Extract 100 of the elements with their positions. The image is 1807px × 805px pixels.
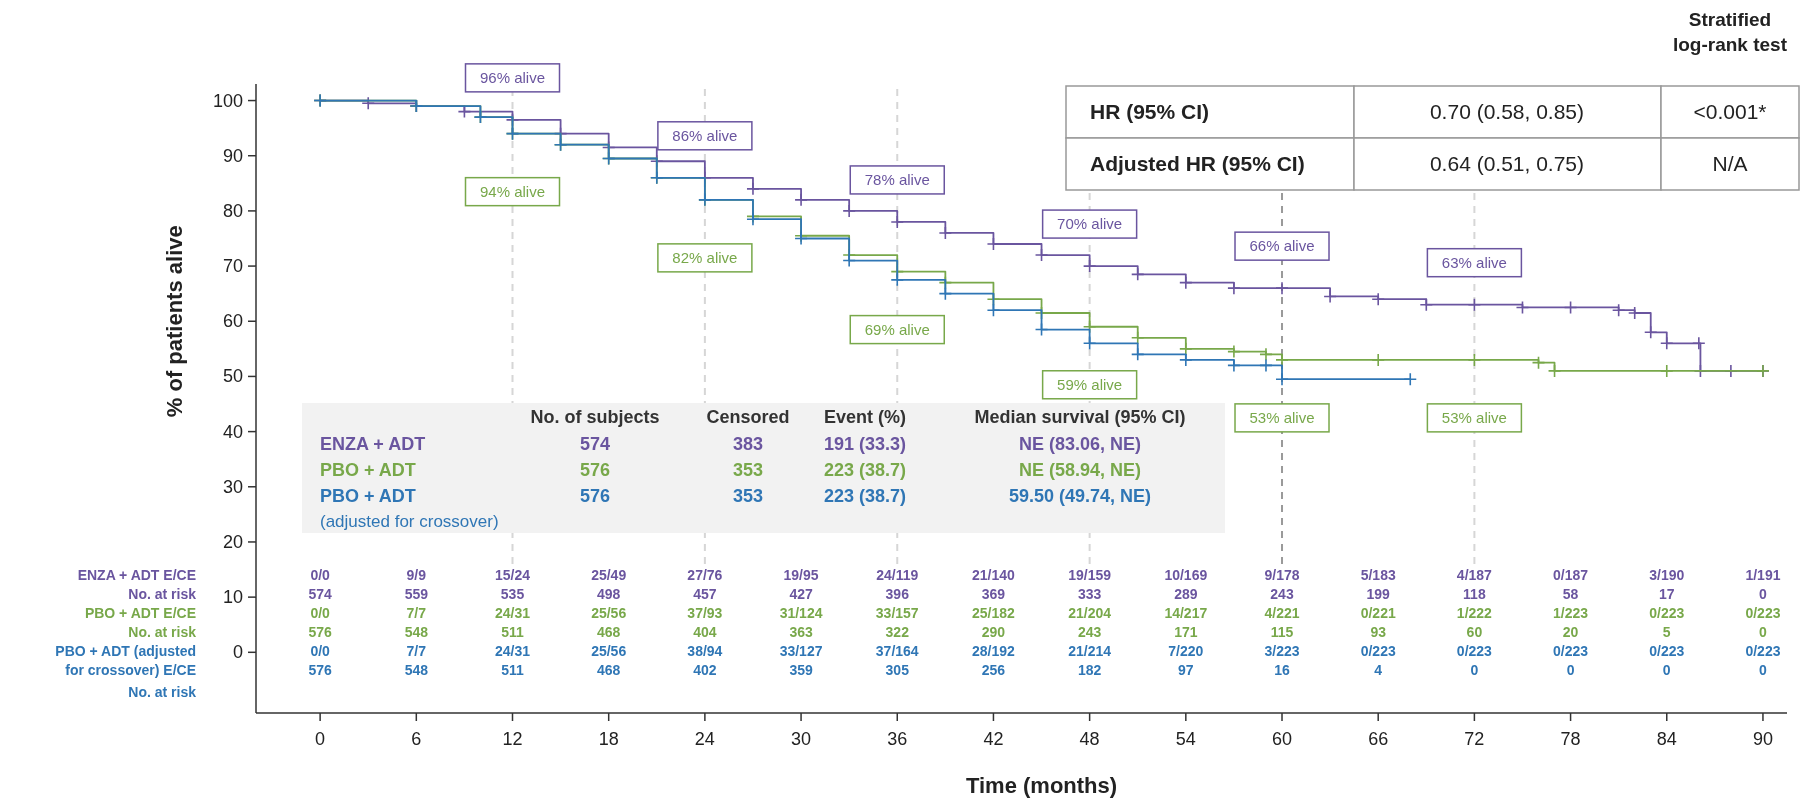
annotation: 383 xyxy=(732,434,764,454)
annotation: 359 xyxy=(789,662,813,678)
annotation: Median survival (95% CI) xyxy=(974,407,1186,427)
annotation: Censored xyxy=(706,407,790,427)
annotation: 4/221 xyxy=(1264,605,1300,621)
annotation: 0.64 (0.51, 0.75) xyxy=(1429,152,1585,175)
annotation: 576 xyxy=(579,460,611,480)
annotation: 33/127 xyxy=(779,643,823,659)
y-tick-label: 80 xyxy=(222,200,243,221)
annotation: 96% alive xyxy=(479,68,546,86)
annotation: 404 xyxy=(693,624,717,640)
annotation: 97 xyxy=(1178,662,1194,678)
text: Stratified log-rank test xyxy=(1672,9,1788,55)
annotation: 427 xyxy=(789,586,813,602)
y-tick-label: 100 xyxy=(212,90,243,111)
annotation: 37/93 xyxy=(687,605,723,621)
annotation: 0 xyxy=(1470,662,1479,678)
annotation: 118 xyxy=(1463,586,1486,602)
annotation: 63% alive xyxy=(1441,253,1507,271)
annotation: 243 xyxy=(1270,586,1294,602)
annotation: 0/223 xyxy=(1649,605,1685,621)
x-tick-label: 84 xyxy=(1656,729,1677,749)
annotation: NE (58.94, NE) xyxy=(1018,460,1142,480)
annotation: (adjusted for crossover) xyxy=(320,512,499,531)
annotation: 5 xyxy=(1662,624,1671,640)
x-tick-label: 90 xyxy=(1752,729,1773,749)
annotation: 0 xyxy=(1566,662,1575,678)
annotation: 511 xyxy=(501,624,525,640)
y-tick-label: 40 xyxy=(222,421,243,442)
annotation: 82% alive xyxy=(672,248,738,266)
x-tick-label: 30 xyxy=(791,729,812,749)
text: ENZA + ADT xyxy=(320,434,426,454)
annotation: 53% alive xyxy=(1441,408,1507,426)
annotation: 576 xyxy=(308,662,333,678)
annotation: 574 xyxy=(579,434,611,454)
annotation: 66% alive xyxy=(1249,237,1315,255)
annotation: 0/223 xyxy=(1553,643,1589,659)
y-tick-label: 0 xyxy=(232,642,243,663)
annotation: 4 xyxy=(1374,662,1383,678)
annotation: 25/56 xyxy=(591,643,627,659)
annotation: 0 xyxy=(1759,624,1768,640)
annotation: 25/49 xyxy=(591,567,627,583)
annotation: 182 xyxy=(1077,662,1102,678)
annotation: 9/178 xyxy=(1264,567,1300,583)
annotation: 0/223 xyxy=(1360,643,1396,659)
annotation: NE (83.06, NE) xyxy=(1018,434,1142,454)
annotation: 559 xyxy=(404,586,429,602)
x-tick-label: 60 xyxy=(1271,729,1293,749)
annotation: 1/222 xyxy=(1456,605,1493,621)
annotation: 60 xyxy=(1466,624,1483,640)
annotation: 171 xyxy=(1174,624,1198,640)
annotation: Event (%) xyxy=(823,407,907,427)
annotation: 14/217 xyxy=(1164,605,1208,621)
y-tick-label: 70 xyxy=(222,256,243,277)
annotation: 27/76 xyxy=(687,567,723,583)
annotation: 0 xyxy=(1759,662,1768,678)
annotation: 322 xyxy=(885,624,910,640)
annotation: 17 xyxy=(1658,586,1675,602)
y-axis-title: % of patients alive xyxy=(162,225,187,418)
x-tick-label: 24 xyxy=(694,729,715,749)
annotation: 86% alive xyxy=(672,126,738,144)
annotation: <0.001* xyxy=(1693,100,1767,123)
text: PBO + ADT xyxy=(320,486,416,506)
annotation: 468 xyxy=(597,624,621,640)
annotation: 0/0 xyxy=(310,567,331,583)
annotation: 7/7 xyxy=(406,643,427,659)
annotation: 289 xyxy=(1174,586,1198,602)
annotation: 468 xyxy=(597,662,621,678)
x-tick-label: 54 xyxy=(1175,729,1196,749)
annotation: HR (95% CI) xyxy=(1090,100,1210,123)
annotation: 576 xyxy=(308,624,333,640)
annotation: 290 xyxy=(981,624,1006,640)
annotation: 25/182 xyxy=(972,605,1016,621)
annotation: 5/183 xyxy=(1360,567,1396,583)
annotation: 353 xyxy=(732,460,764,480)
annotation: 256 xyxy=(981,662,1006,678)
annotation: 4/187 xyxy=(1456,567,1493,583)
annotation: 19/95 xyxy=(783,567,819,583)
annotation: 28/192 xyxy=(972,643,1016,659)
annotation: 15/24 xyxy=(494,567,531,583)
annotation: 20 xyxy=(1562,624,1579,640)
annotation: 0 xyxy=(1662,662,1671,678)
annotation: 243 xyxy=(1077,624,1102,640)
annotation: 59% alive xyxy=(1057,375,1123,393)
annotation: 21/140 xyxy=(972,567,1016,583)
y-tick-label: 60 xyxy=(222,311,243,332)
annotation: 115 xyxy=(1270,624,1294,640)
annotation: 1/191 xyxy=(1745,567,1781,583)
annotation: 457 xyxy=(693,586,717,602)
annotation: 25/56 xyxy=(591,605,627,621)
annotation: 223 (38.7) xyxy=(823,486,907,506)
annotation: Adjusted HR (95% CI) xyxy=(1090,152,1305,175)
annotation: 0.70 (0.58, 0.85) xyxy=(1429,100,1585,123)
annotation: 21/214 xyxy=(1068,643,1112,659)
annotation: 9/9 xyxy=(406,567,427,583)
annotation: 223 (38.7) xyxy=(823,460,907,480)
annotation: 0/223 xyxy=(1649,643,1685,659)
annotation: 535 xyxy=(500,586,525,602)
x-tick-label: 72 xyxy=(1464,729,1485,749)
x-tick-label: 48 xyxy=(1079,729,1100,749)
